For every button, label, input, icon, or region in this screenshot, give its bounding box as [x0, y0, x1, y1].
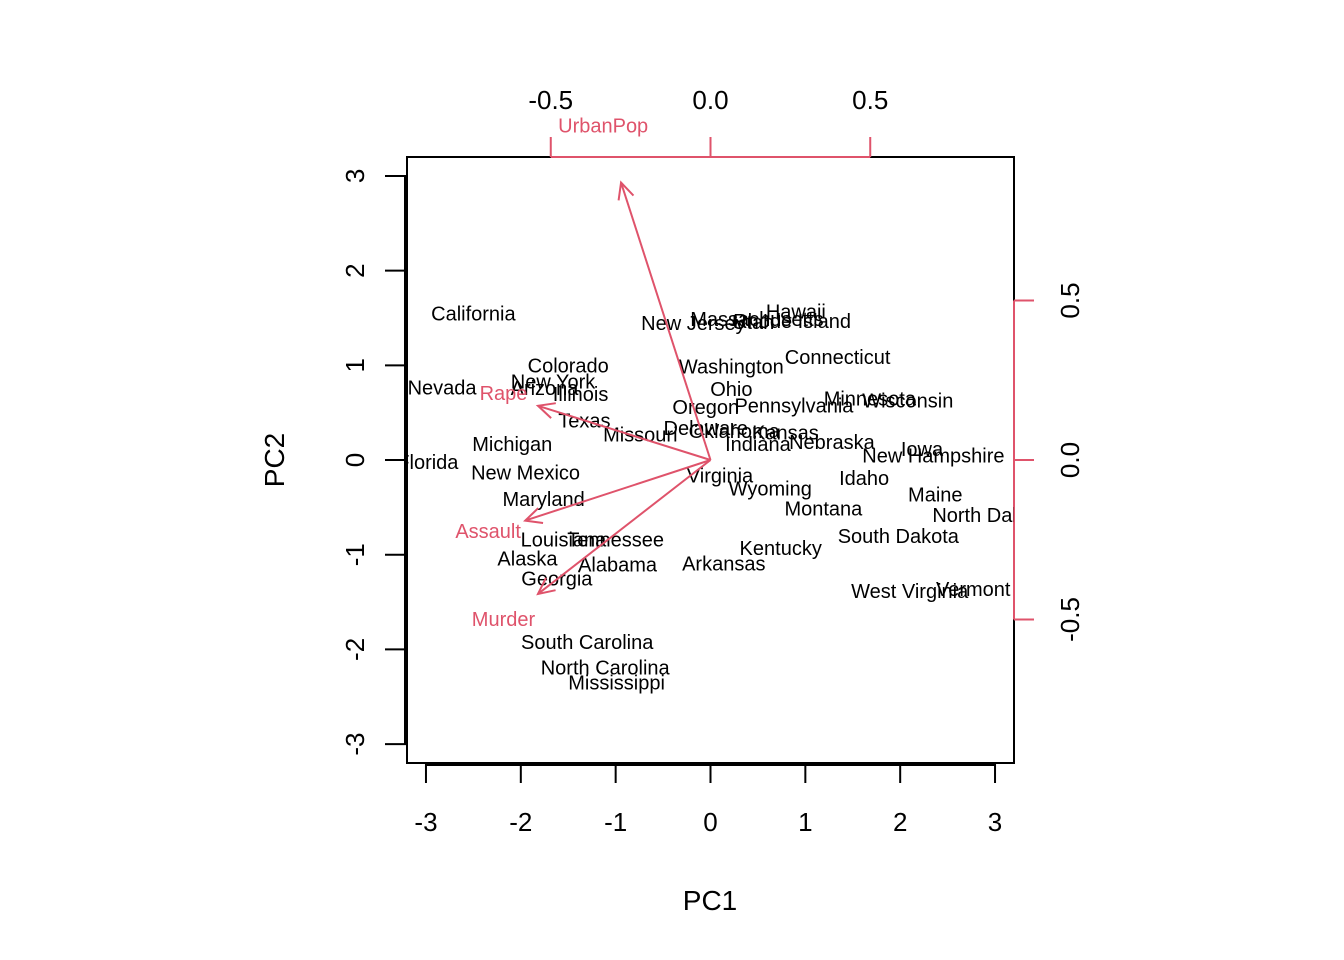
state-label: Oregon — [672, 397, 739, 419]
state-label: Pennsylvania — [734, 395, 854, 417]
x-tick-label: 1 — [798, 807, 812, 837]
right-tick-label: 0.0 — [1055, 442, 1085, 478]
state-label: Alaska — [497, 549, 558, 571]
state-label: New Hampshire — [862, 445, 1004, 467]
state-label: Louisiana — [521, 530, 608, 552]
y-tick-label: -1 — [340, 543, 370, 566]
loading-arrows: Murder Assault UrbanPop Rape — [455, 115, 712, 631]
x-tick-label: 2 — [893, 807, 907, 837]
state-label: Minnesota — [824, 389, 917, 411]
state-label: Indiana — [725, 434, 791, 456]
state-label: South Dakota — [838, 526, 960, 548]
state-label: Arizona — [511, 378, 580, 400]
state-label: North Carolina — [541, 658, 671, 680]
state-label: Rhode Island — [733, 311, 851, 333]
state-label: Arkansas — [682, 553, 765, 575]
state-label: Alabama — [578, 554, 658, 576]
state-label: Oklahoma — [689, 421, 781, 443]
state-label: Illinois — [553, 384, 609, 406]
top-tick-label: -0.5 — [528, 85, 573, 115]
x-tick-label: -2 — [509, 807, 532, 837]
loading-arrowhead — [535, 402, 556, 419]
state-label: Colorado — [528, 355, 609, 377]
state-label: Michigan — [472, 434, 552, 456]
x-tick-label: -3 — [414, 807, 437, 837]
state-label: Wyoming — [729, 479, 812, 501]
state-labels: Alabama Alaska Arizona Arkansas California Co… — [397, 302, 1051, 695]
loading-label: Rape — [480, 383, 528, 405]
right-tick-label: 0.5 — [1055, 282, 1085, 318]
loading-arrowhead — [536, 577, 556, 596]
loading-label: Murder — [472, 609, 536, 631]
y-tick-label: -2 — [340, 638, 370, 661]
left-axis: -3 -2 -1 0 1 2 3 — [340, 169, 407, 756]
state-label: Delaware — [664, 418, 748, 440]
state-label: Kansas — [752, 423, 819, 445]
state-label: Vermont — [936, 579, 1011, 601]
state-label: Connecticut — [785, 347, 891, 369]
state-label: Iowa — [901, 439, 944, 461]
state-label: Nebraska — [789, 432, 875, 454]
state-label: Missouri — [603, 425, 677, 447]
state-label: Montana — [784, 498, 863, 520]
state-label: Idaho — [839, 468, 889, 490]
y-tick-label: 1 — [340, 358, 370, 372]
state-label: Virginia — [687, 465, 754, 487]
y-tick-label: -3 — [340, 733, 370, 756]
state-label: Hawaii — [766, 302, 826, 324]
loading-label: UrbanPop — [558, 115, 648, 137]
state-label: Maryland — [502, 489, 584, 511]
state-label: New York — [511, 372, 596, 394]
top-axis: -0.5 0.0 0.5 — [528, 85, 888, 158]
loading-arrow — [524, 459, 711, 522]
x-tick-label: 3 — [988, 807, 1002, 837]
state-label: New Mexico — [471, 462, 580, 484]
state-label: Washington — [679, 356, 784, 378]
loading-arrowhead — [617, 180, 635, 201]
x-tick-label: -1 — [604, 807, 627, 837]
loading-arrow — [537, 459, 712, 595]
loading-arrow — [537, 404, 711, 461]
state-label: Florida — [397, 452, 459, 474]
state-label: North Dakota — [932, 505, 1051, 527]
state-label: South Carolina — [521, 632, 654, 654]
bottom-axis: -3 -2 -1 0 1 2 3 — [414, 763, 1002, 837]
state-label: Utah — [732, 312, 774, 334]
loading-arrow — [620, 182, 712, 461]
right-tick-label: -0.5 — [1055, 597, 1085, 642]
top-tick-label: 0.5 — [852, 85, 888, 115]
state-label: Nevada — [408, 377, 478, 399]
x-tick-label: 0 — [703, 807, 717, 837]
state-label: Mississippi — [568, 673, 665, 695]
y-tick-label: 3 — [340, 169, 370, 183]
state-label: West Virginia — [851, 581, 969, 603]
loading-arrowhead — [523, 507, 544, 524]
y-tick-label: 0 — [340, 453, 370, 467]
y-axis-title: PC2 — [259, 433, 290, 487]
y-tick-label: 2 — [340, 263, 370, 277]
state-label: California — [431, 303, 516, 325]
x-axis-title: PC1 — [683, 885, 737, 916]
state-label: Kentucky — [740, 538, 822, 560]
state-label: Tennessee — [567, 530, 664, 552]
state-label: Wisconsin — [862, 391, 953, 413]
state-label: Massachusetts — [690, 309, 823, 331]
top-tick-label: 0.0 — [692, 85, 728, 115]
loading-label: Assault — [455, 521, 521, 543]
state-label: Maine — [908, 484, 962, 506]
state-label: New Jersey — [641, 313, 745, 335]
right-axis: -0.5 0.0 0.5 — [1013, 282, 1085, 642]
state-label: Ohio — [710, 379, 752, 401]
